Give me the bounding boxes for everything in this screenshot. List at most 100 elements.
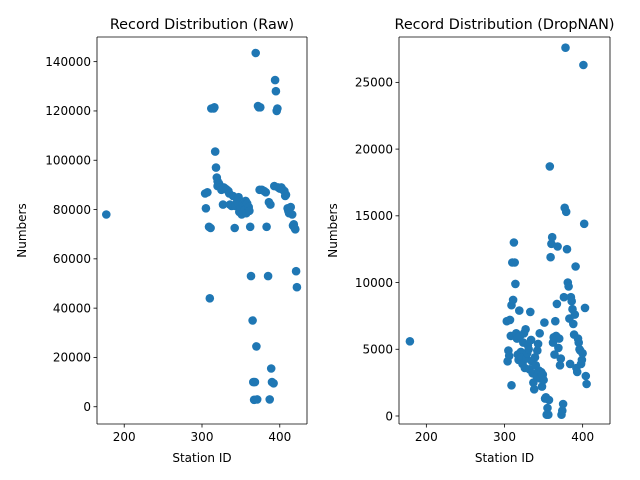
data-point [556,354,566,363]
x-tick-label: 200 [415,430,438,444]
data-point [291,225,300,234]
data-point [539,375,548,385]
data-point [281,190,291,200]
x-axis-label: Station ID [172,451,231,465]
data-point [529,378,538,387]
data-point [564,282,573,291]
data-point [504,351,514,361]
y-axis-label: Numbers [326,203,340,257]
data-point [529,385,539,394]
data-point [574,338,583,347]
data-point [210,147,220,156]
y-tick-label: 60000 [53,252,91,266]
y-axis-label: Numbers [15,203,29,257]
y-tick-label: 100000 [45,154,91,168]
data-point [540,318,549,327]
data-point [252,342,261,351]
data-point [206,223,215,233]
chart-raw: 200 300 400 0 20000 40000 60000 80000 100000 1200… [15,17,308,465]
data-point [552,299,562,309]
data-point [553,242,562,251]
data-point [581,371,591,381]
data-point [505,315,515,325]
data-point [579,219,589,229]
y-tick-label: 0 [83,400,91,414]
data-point [203,188,212,197]
data-point [554,343,563,353]
data-point [565,359,575,369]
data-point [201,204,211,213]
data-point [533,339,543,349]
y-tick-label: 80000 [53,203,91,217]
data-point [250,377,260,387]
data-point [252,395,262,404]
data-point [287,210,297,219]
data-point [559,292,569,302]
data-point [554,334,564,343]
data-point [524,345,533,354]
data-point [286,202,296,212]
data-point [266,200,275,209]
data-point [251,48,260,58]
data-point [510,258,519,267]
data-point [558,399,568,409]
x-axis-label: Station ID [475,451,534,465]
scatter-points [405,43,591,420]
data-point [567,296,576,306]
data-point [266,364,276,373]
x-tick-label: 400 [268,430,291,444]
data-point [558,406,567,416]
chart-dropnan: 200 300 400 0 5000 10000 15000 20000 25000 Record… [326,17,615,465]
x-tick-label: 300 [191,430,214,444]
data-point [245,222,255,232]
data-point [521,325,530,334]
y-tick-label: 20000 [355,142,393,156]
data-point [102,210,111,219]
y-tick-label: 40000 [53,301,91,315]
y-tick-label: 140000 [45,55,91,69]
data-point [509,238,519,247]
data-point [544,410,553,420]
data-point [562,244,572,254]
scatter-points [102,48,302,405]
chart-title: Record Distribution (DropNAN) [394,17,614,33]
x-tick-label: 300 [493,430,516,444]
data-point [561,43,570,52]
y-tick-label: 25000 [355,76,393,90]
data-point [273,104,282,113]
data-point [292,282,302,292]
data-point [537,382,547,391]
data-point [530,353,540,362]
x-tick-label: 200 [113,430,136,444]
data-point [571,262,580,271]
data-point [561,207,571,217]
data-point [210,103,219,112]
y-tick-label: 0 [385,409,393,423]
data-point [255,103,265,112]
data-point [533,346,542,355]
data-point [535,329,544,338]
data-point [547,232,557,242]
data-point [246,271,256,281]
chart-title: Record Distribution (Raw) [110,17,294,33]
data-point [526,307,535,317]
data-point [230,223,239,233]
data-point [545,162,555,171]
data-point [265,395,275,404]
y-tick-label: 5000 [362,343,393,357]
data-point [511,279,520,289]
data-point [578,349,587,358]
y-tick-label: 120000 [45,104,91,118]
data-point [582,379,591,389]
data-point [263,271,273,281]
x-tick-label: 400 [571,430,594,444]
data-point [515,306,524,315]
data-point [577,355,587,365]
data-point [579,60,588,70]
data-point [543,403,552,413]
data-point [271,86,281,96]
data-point [546,252,555,262]
data-point [211,163,221,172]
y-tick-label: 15000 [355,209,393,223]
